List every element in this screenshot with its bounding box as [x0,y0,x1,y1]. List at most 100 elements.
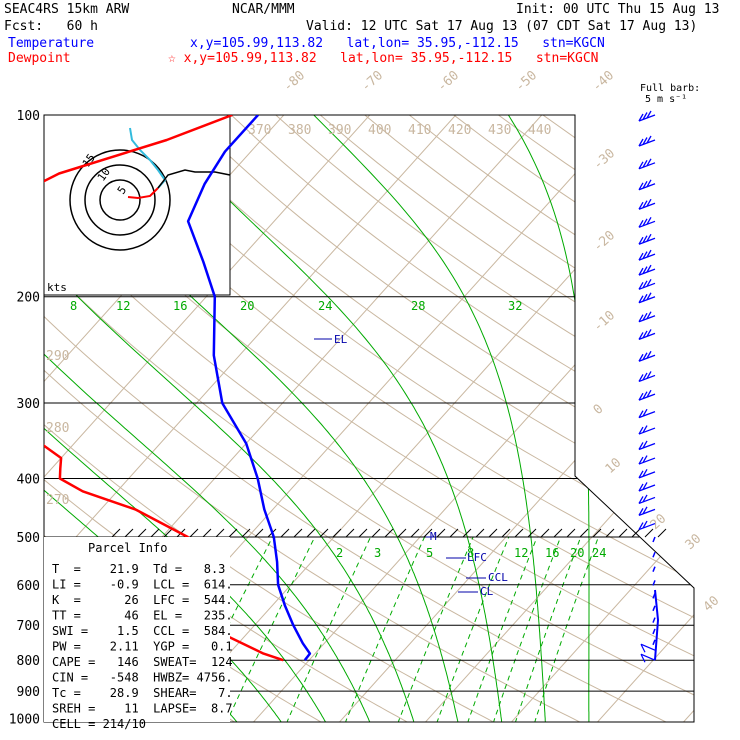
hatch-mark [319,528,329,538]
dry-adiabat-line [141,115,694,722]
temperature-profile [186,115,312,661]
wind-barb-flag [642,440,648,449]
isotherm-tick-label: 0 [591,402,607,418]
wind-barb-staff [652,617,656,623]
parcel-stat-row: TT = 46 EL = 235. [52,609,233,623]
org-label: NCAR/MMM [232,2,295,17]
wind-barb-staff [652,566,656,572]
mixing-ratio-tick-label: 12 [116,299,130,313]
wind-barb-flag [642,469,648,477]
hatch-mark [657,528,667,538]
mixing-ratio-line [341,536,425,722]
wind-barb [638,455,656,465]
wind-barb-flag [646,179,652,188]
dry-adiabat-line [587,115,694,722]
wind-barb-staff [652,639,656,646]
parcel-stat-row: PW = 2.11 YGP = 0.1 [52,640,233,654]
mixing-ratio-line [394,536,474,722]
wind-barb-flag [646,198,652,207]
hatch-mark [423,528,433,538]
wind-barb [638,389,656,401]
hatch-mark [163,528,173,538]
hatch-mark [540,528,550,538]
hatch-mark [306,528,316,538]
hatch-mark [579,528,589,538]
wind-barb-flag [638,295,644,304]
mixing-ratio-line [282,536,372,722]
wind-barb-flag [638,470,644,479]
wind-barb [638,520,656,531]
hatch-mark [345,528,355,538]
hatch-mark [436,528,446,538]
cl-label: CL [480,585,494,598]
mixing-ratio-line [464,536,538,722]
wind-barb-flag [646,278,652,287]
wind-barb-flag [638,219,644,228]
hatch-mark [592,528,602,538]
hatch-mark [449,528,459,538]
pressure-tick-label: 800 [17,654,40,669]
dry-adiabat-line [230,115,694,722]
dry-adiabat-line [275,115,694,722]
hatch-mark [618,528,628,538]
theta-tick-label: 390 [328,123,351,138]
wind-barb [652,605,656,612]
hatch-mark [111,528,121,538]
hatch-mark [280,528,290,538]
ccl-label: CCL [488,571,508,584]
wind-barb-flag [646,158,652,167]
moist-adiabat-line [507,115,590,722]
isotherm-tick-label: -60 [435,68,462,95]
wind-barb-flag [638,236,644,245]
mixing-ratio-tick-label: 32 [508,299,522,313]
hatch-mark [150,528,160,538]
wind-barb-staff [638,496,656,505]
wind-barb [638,198,656,210]
hatch-mark [566,528,576,538]
parcel-stat-row: T = 21.9 Td = 8.3 [52,562,225,576]
wind-barb-flag [642,293,648,302]
isotherm-line [44,115,469,722]
isotherm-tick-label: -30 [591,146,618,173]
wind-barb [638,179,656,191]
mixing-ratio-tick-label: 5 [426,546,433,560]
mixing-ratio-tick-label: 8 [467,546,474,560]
wind-barb-flag [642,330,648,339]
wind-barb-staff [640,643,656,651]
wind-barb [638,264,656,276]
wind-barb [638,482,656,492]
wind-barb-flag [642,137,648,145]
wind-barb-flag [646,292,652,301]
isotherm-tick-label: 30 [683,531,705,553]
wind-barb-flag [646,135,652,144]
isotherm-tick-label: 20 [648,511,670,533]
wind-barb [638,469,656,479]
theta-tick-label: 430 [488,123,511,138]
wind-barb-staff [638,457,656,465]
wind-barb-staff [652,536,656,543]
wind-barb-flag [638,442,644,450]
wind-barb-flag [638,410,644,418]
dry-adiabat-line [542,115,694,722]
wind-barb-flag [642,251,648,259]
hatch-mark [332,528,342,538]
pressure-tick-label: 900 [17,685,40,700]
wind-barb-flag [646,329,652,337]
wind-barb-staff [638,522,656,531]
wind-barb-flag [646,311,652,320]
wind-barb-flag [638,267,644,276]
hodograph-trace-low [127,187,159,200]
mixing-ratio-line [221,536,316,722]
mixing-ratio-tick-label: 8 [70,299,77,313]
dry-adiabat-line [44,115,513,722]
wind-barb-flag [642,352,648,361]
mixing-ratio-line [433,536,510,722]
moist-adiabat-line [44,115,461,722]
moist-adiabat-line [313,115,547,722]
wind-barb-flag [638,332,644,340]
wind-barb-staff [652,628,656,635]
wind-barb-flag [642,266,648,274]
moist-adiabat-line [145,115,504,722]
wind-barb-staff [638,471,656,479]
